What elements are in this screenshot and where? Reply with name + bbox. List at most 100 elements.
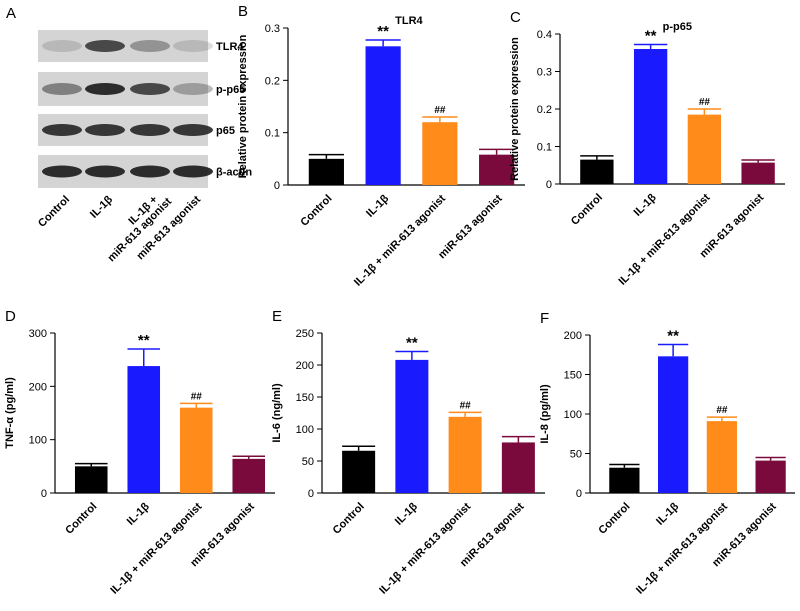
bar xyxy=(127,366,161,493)
x-tick-label: IL-1β xyxy=(632,191,659,218)
significance-label: ## xyxy=(716,405,728,416)
y-tick-label: 0.1 xyxy=(265,128,280,140)
bar xyxy=(580,159,614,184)
significance-label: ** xyxy=(406,335,418,352)
bar xyxy=(633,49,668,184)
bar xyxy=(501,442,535,493)
y-tick-label: 200 xyxy=(564,330,582,342)
y-tick-label: 0 xyxy=(308,488,314,500)
y-tick-label: 150 xyxy=(564,370,582,382)
y-tick-label: 300 xyxy=(29,328,47,340)
x-tick-label: Control xyxy=(569,192,605,228)
blot-row-label: TLR4 xyxy=(216,41,244,53)
bar xyxy=(74,466,108,493)
x-tick-label: IL-1β + miR-613 agonist xyxy=(634,500,730,596)
significance-label: ## xyxy=(699,97,711,108)
lane-label: IL-1β xyxy=(88,193,115,220)
blot-row-label: p-p65 xyxy=(216,84,245,96)
blot-band xyxy=(42,83,82,95)
y-tick-label: 0.2 xyxy=(265,75,280,87)
blot-band xyxy=(42,40,82,52)
y-axis-label: IL-6 (ng/ml) xyxy=(271,383,283,443)
blot-band xyxy=(42,165,82,178)
significance-label: ## xyxy=(434,105,446,116)
y-tick-label: 100 xyxy=(564,409,582,421)
x-tick-label: Control xyxy=(63,501,99,537)
y-tick-label: 0.3 xyxy=(537,67,552,79)
blot-band xyxy=(130,83,170,95)
x-tick-label: IL-1β xyxy=(125,500,152,527)
lane-label: Control xyxy=(36,194,72,230)
y-tick-label: 0 xyxy=(274,180,280,192)
y-tick-label: 0.1 xyxy=(537,142,552,154)
panel-letter: A xyxy=(6,5,16,22)
x-tick-label: Control xyxy=(596,501,632,537)
chart-title: p-p65 xyxy=(663,21,692,33)
blot-band xyxy=(173,165,213,178)
significance-label: ** xyxy=(645,28,657,45)
y-axis-label: Relative protein expression xyxy=(509,37,521,181)
y-tick-label: 0 xyxy=(41,488,47,500)
y-tick-label: 250 xyxy=(296,328,314,340)
blot-band xyxy=(173,124,213,136)
y-tick-label: 200 xyxy=(296,360,314,372)
bar xyxy=(687,114,722,184)
blot-band xyxy=(173,40,213,52)
y-tick-label: 100 xyxy=(296,424,314,436)
y-tick-label: 50 xyxy=(570,449,582,461)
bar xyxy=(342,450,376,493)
y-tick-label: 0.3 xyxy=(265,23,280,35)
significance-label: ## xyxy=(191,391,203,402)
blot-band xyxy=(85,40,125,52)
blot-row-label: β-actin xyxy=(216,167,252,179)
blot-band xyxy=(85,83,125,95)
bar xyxy=(479,154,515,185)
y-tick-label: 0 xyxy=(576,488,582,500)
significance-label: ** xyxy=(667,327,679,344)
y-tick-label: 0.2 xyxy=(537,104,552,116)
y-tick-label: 0 xyxy=(546,179,552,191)
blot-row-label: p65 xyxy=(216,125,235,137)
significance-label: ** xyxy=(377,23,389,40)
bar xyxy=(232,458,266,493)
bar xyxy=(308,158,344,185)
x-tick-label: miR-613 agonist xyxy=(436,192,505,261)
x-tick-label: IL-1β xyxy=(393,500,420,527)
bar xyxy=(609,467,640,493)
chart-title: TLR4 xyxy=(395,15,423,27)
bar xyxy=(658,356,689,493)
x-tick-label: IL-1β + miR-613 agonist xyxy=(108,500,204,596)
x-tick-label: IL-1β xyxy=(654,500,681,527)
y-tick-label: 200 xyxy=(29,381,47,393)
bar xyxy=(706,421,737,493)
x-tick-label: IL-1β + miR-613 agonist xyxy=(377,500,473,596)
blot-band xyxy=(130,165,170,178)
panel-letter: E xyxy=(272,308,282,325)
x-tick-label: Control xyxy=(298,193,334,229)
y-axis-label: IL-8 (pg/ml) xyxy=(539,384,551,444)
panel-letter: D xyxy=(5,308,16,325)
x-tick-label: IL-1β + miR-613 agonist xyxy=(616,191,712,287)
y-axis-label: TNF-α (pg/ml) xyxy=(4,377,16,449)
blot-band xyxy=(85,124,125,136)
y-tick-label: 150 xyxy=(296,392,314,404)
y-axis-label: Relative protein expression xyxy=(237,34,249,178)
blot-band xyxy=(173,83,213,95)
blot-band xyxy=(85,165,125,178)
y-tick-label: 100 xyxy=(29,435,47,447)
x-tick-label: Control xyxy=(331,501,367,537)
panel-letter: C xyxy=(510,9,521,26)
significance-label: ## xyxy=(460,400,472,411)
bar xyxy=(179,407,213,493)
y-tick-label: 0.4 xyxy=(537,29,552,41)
bar xyxy=(741,162,775,184)
x-tick-label: IL-1β xyxy=(364,192,391,219)
significance-label: ** xyxy=(138,332,150,349)
blot-band xyxy=(130,124,170,136)
bar xyxy=(422,122,458,185)
blot-band xyxy=(42,124,82,136)
y-tick-label: 50 xyxy=(302,456,314,468)
bar xyxy=(365,46,401,185)
x-tick-label: IL-1β + miR-613 agonist xyxy=(352,192,448,288)
